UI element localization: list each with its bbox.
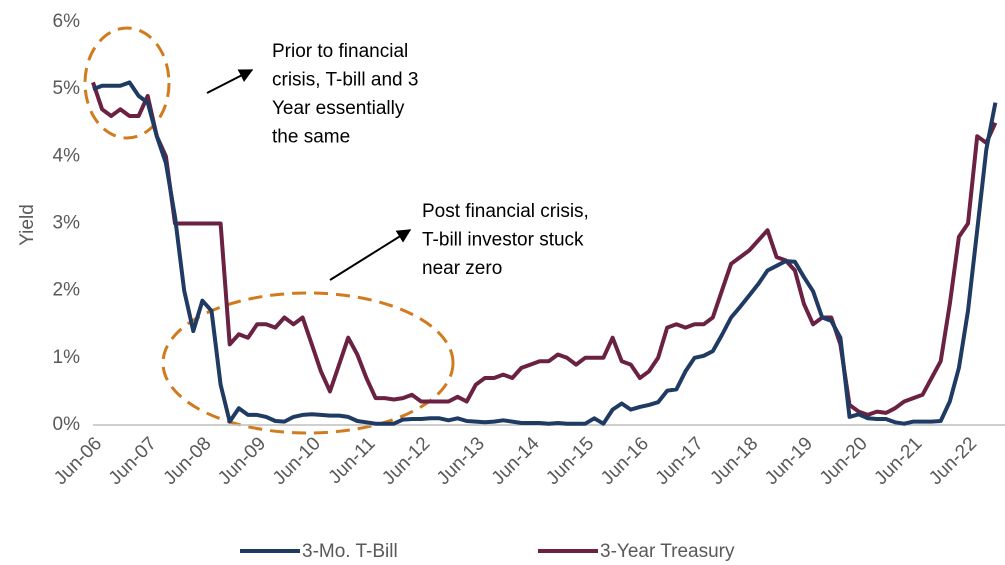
annotation: crisis, T-bill and 3 xyxy=(272,70,418,91)
x-tick-label: Jun-15 xyxy=(542,433,598,489)
annotation: near zero xyxy=(422,258,502,279)
highlight-ellipse xyxy=(83,26,171,140)
annotation: Year essentially xyxy=(272,98,405,119)
annotation: the same xyxy=(272,127,350,148)
y-tick-label: 1% xyxy=(53,347,81,368)
x-tick-label: Jun-14 xyxy=(488,433,544,489)
x-tick-label: Jun-19 xyxy=(761,433,817,489)
y-tick-label: 6% xyxy=(53,11,81,32)
x-tick-label: Jun-17 xyxy=(652,433,708,489)
x-tick-label: Jun-10 xyxy=(269,433,325,489)
annotation: T-bill investor stuck xyxy=(422,230,584,251)
annotation: Post financial crisis, xyxy=(422,201,589,222)
y-tick-label: 0% xyxy=(53,414,81,435)
series-line xyxy=(92,80,998,426)
x-tick-label: Jun-21 xyxy=(870,433,926,489)
x-tick-label: Jun-07 xyxy=(105,433,161,489)
y-tick-label: 4% xyxy=(53,145,81,166)
arrow xyxy=(206,69,254,94)
x-tick-label: Jun-08 xyxy=(160,433,216,489)
highlight-ellipse xyxy=(161,291,455,435)
legend-label: 3-Mo. T-Bill xyxy=(302,541,398,562)
y-tick-label: 2% xyxy=(53,280,81,301)
y-axis-label: Yield xyxy=(17,204,38,246)
y-tick-label: 5% xyxy=(53,78,81,99)
x-tick-label: Jun-06 xyxy=(50,433,106,489)
x-tick-label: Jun-09 xyxy=(214,433,270,489)
legend-label: 3-Year Treasury xyxy=(600,541,735,562)
x-tick-label: Jun-18 xyxy=(706,433,762,489)
annotation: Prior to financial xyxy=(272,41,408,62)
x-tick-label: Jun-12 xyxy=(378,433,434,489)
x-tick-label: Jun-22 xyxy=(925,433,981,489)
x-tick-label: Jun-11 xyxy=(325,433,380,488)
arrow xyxy=(329,229,412,281)
x-tick-label: Jun-20 xyxy=(816,433,872,489)
x-tick-label: Jun-13 xyxy=(433,433,489,489)
y-tick-label: 3% xyxy=(53,213,81,234)
x-tick-label: Jun-16 xyxy=(597,433,653,489)
